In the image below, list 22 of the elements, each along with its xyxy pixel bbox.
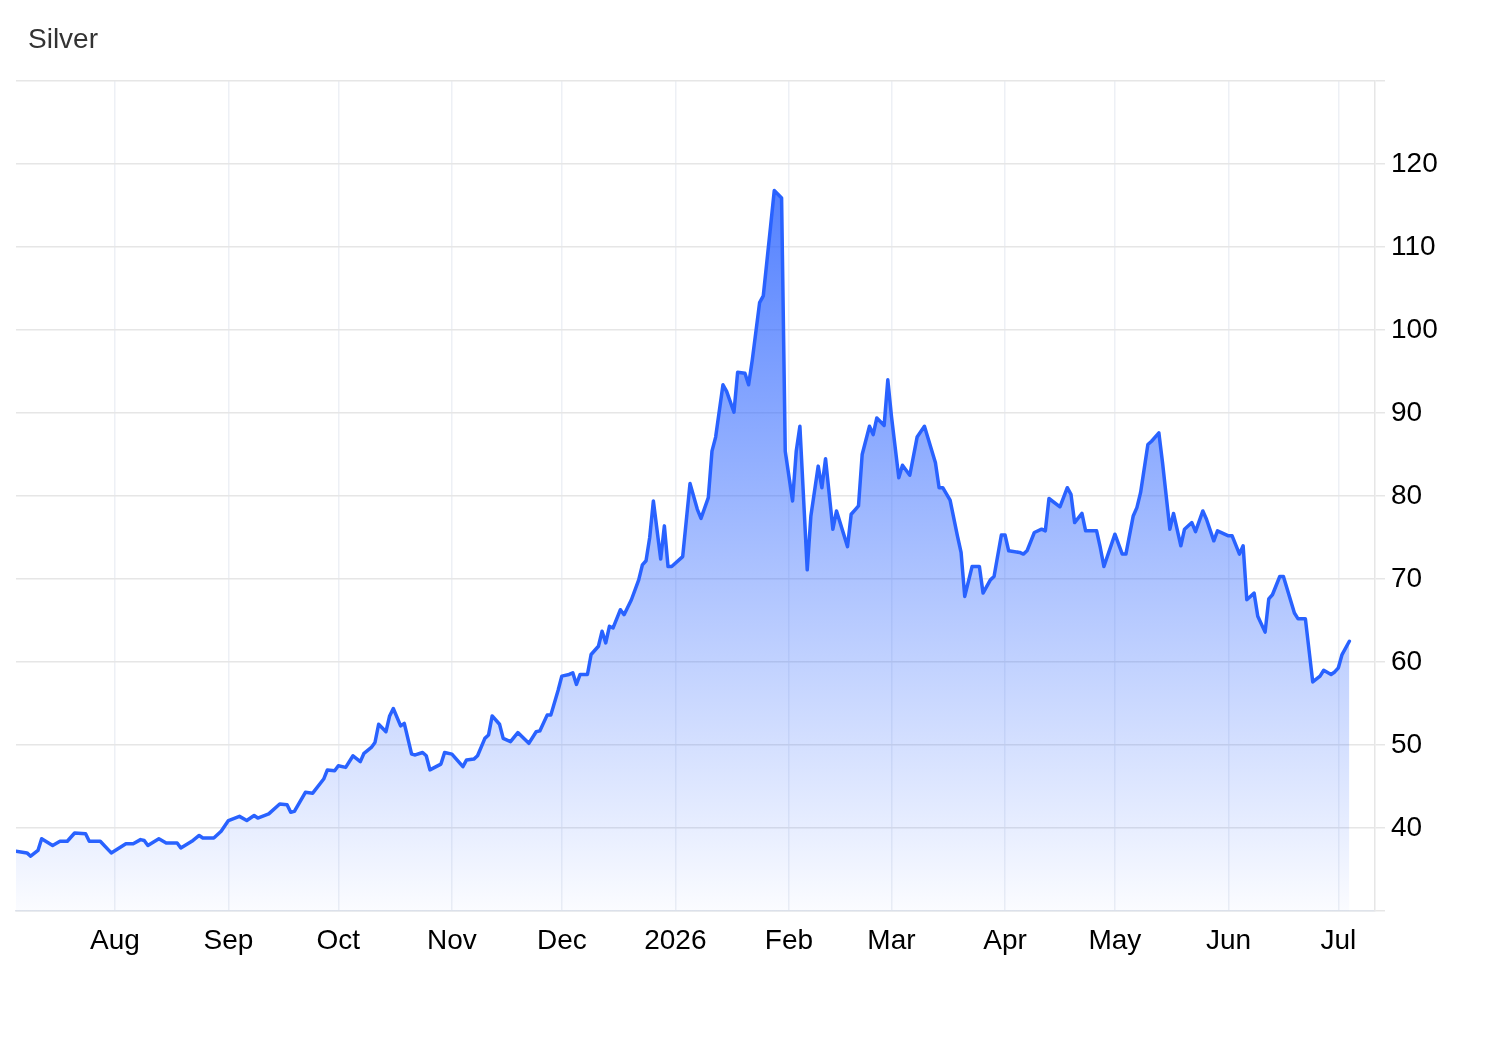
x-tick-label: Aug bbox=[89, 923, 140, 955]
x-tick-label: Apr bbox=[983, 923, 1027, 955]
x-tick-label: Nov bbox=[427, 923, 477, 955]
x-tick-label: Dec bbox=[536, 923, 587, 955]
y-tick-label: 90 bbox=[1391, 395, 1423, 427]
x-tick-label: Jun bbox=[1205, 923, 1252, 955]
y-tick-label: 80 bbox=[1391, 478, 1423, 510]
x-tick-label: Oct bbox=[316, 923, 361, 955]
y-tick-label: 40 bbox=[1391, 810, 1423, 842]
y-tick-label: 110 bbox=[1391, 229, 1436, 261]
y-tick-label: 70 bbox=[1391, 561, 1423, 593]
y-tick-label: 60 bbox=[1391, 644, 1423, 676]
x-tick-label: 2026 bbox=[644, 923, 707, 955]
x-tick-label: Feb bbox=[764, 923, 814, 955]
x-tick-label: Jul bbox=[1320, 923, 1357, 955]
y-tick-label: 50 bbox=[1391, 727, 1423, 759]
x-tick-label: Mar bbox=[867, 923, 916, 955]
x-tick-label: Sep bbox=[203, 923, 254, 955]
x-tick-label: May bbox=[1088, 923, 1142, 955]
chart-title: Silver bbox=[28, 22, 99, 54]
y-tick-label: 100 bbox=[1391, 312, 1438, 344]
y-tick-label: 120 bbox=[1391, 146, 1438, 178]
